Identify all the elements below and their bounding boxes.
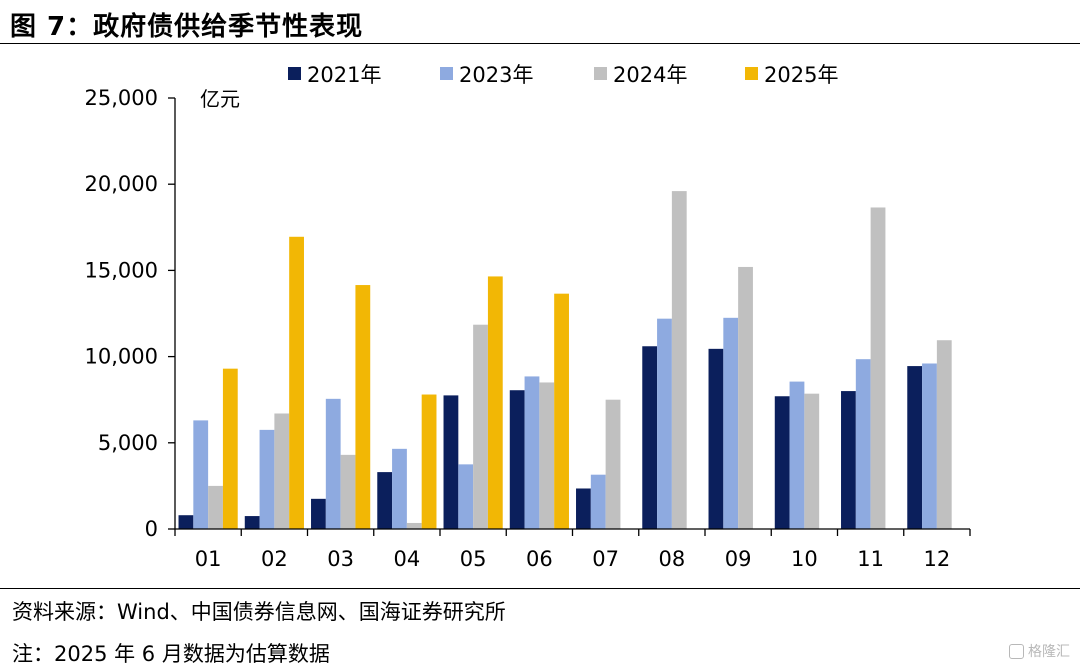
bar-series-0 — [178, 346, 923, 529]
watermark-text: 格隆汇 — [1028, 644, 1070, 660]
y-axis: 0 5,000 10,000 15,000 20,000 25,000 — [85, 86, 176, 541]
bar — [244, 516, 260, 529]
bar-series-3 — [222, 236, 569, 530]
x-tick-label: 10 — [791, 547, 818, 571]
y-tick-label: 5,000 — [98, 431, 158, 455]
bar — [222, 368, 238, 529]
top-divider — [0, 43, 1080, 44]
bar — [539, 382, 555, 529]
bar — [274, 413, 290, 529]
y-tick-label: 15,000 — [85, 258, 158, 282]
bottom-divider — [0, 588, 1080, 589]
bar — [708, 348, 724, 529]
x-tick-label: 07 — [592, 547, 619, 571]
watermark: 格隆汇 — [1009, 641, 1070, 661]
legend-label: 2024年 — [613, 63, 687, 87]
bar — [392, 448, 407, 529]
bar — [657, 318, 672, 529]
legend-swatch — [288, 67, 301, 80]
bar — [406, 522, 422, 529]
bar-chart: 2021年 2023年 2024年 2025年 亿元 0 5,000 10,000 15,0… — [85, 63, 971, 571]
y-tick-label: 0 — [145, 517, 158, 541]
watermark-logo-icon — [1009, 643, 1024, 659]
bar — [870, 207, 886, 529]
bar — [178, 515, 194, 529]
bar — [922, 363, 937, 529]
bar — [789, 381, 805, 529]
y-tick-label: 25,000 — [85, 86, 158, 110]
bar — [738, 266, 753, 529]
bar — [355, 285, 371, 529]
footnote: 注：2025 年 6 月数据为估算数据 — [12, 642, 330, 666]
bar — [671, 191, 687, 529]
bar — [642, 346, 658, 529]
legend-label: 2025年 — [764, 63, 838, 87]
bar — [377, 472, 393, 529]
bar — [855, 359, 871, 529]
bar — [421, 394, 437, 529]
bar-series-1 — [193, 317, 937, 529]
bar — [509, 390, 525, 529]
legend-swatch — [440, 67, 453, 80]
bar — [259, 429, 275, 529]
bar — [487, 276, 503, 529]
x-tick-label: 05 — [460, 547, 487, 571]
bar — [524, 376, 540, 529]
x-tick-label: 01 — [195, 547, 222, 571]
bar — [576, 488, 591, 529]
x-tick-label: 04 — [394, 547, 421, 571]
bar — [193, 420, 209, 529]
bar — [311, 498, 326, 529]
y-tick-label: 10,000 — [85, 345, 158, 369]
legend-label: 2021年 — [307, 63, 381, 87]
bar — [554, 293, 569, 529]
bar-series-2 — [208, 191, 952, 529]
bar — [325, 398, 341, 529]
bar — [723, 317, 739, 529]
bar — [289, 236, 304, 530]
bar — [208, 485, 223, 529]
x-tick-label: 11 — [857, 547, 884, 571]
bar — [458, 464, 474, 529]
legend-label: 2023年 — [459, 63, 533, 87]
chart-legend: 2021年 2023年 2024年 2025年 — [288, 63, 838, 87]
x-tick-label: 03 — [327, 547, 354, 571]
source-note: 资料来源：Wind、中国债券信息网、国海证券研究所 — [12, 600, 506, 624]
bar — [590, 474, 606, 529]
x-tick-label: 09 — [725, 547, 752, 571]
x-axis: 01 02 03 04 05 06 07 08 09 10 11 12 — [174, 528, 971, 571]
bar — [804, 393, 820, 529]
y-tick-label: 20,000 — [85, 172, 158, 196]
bar — [841, 391, 856, 529]
figure-title: 图 7：政府债供给季节性表现 — [10, 12, 364, 42]
legend-swatch — [745, 67, 758, 80]
bar — [605, 399, 621, 529]
legend-swatch — [594, 67, 607, 80]
x-tick-label: 06 — [526, 547, 553, 571]
x-tick-label: 08 — [659, 547, 686, 571]
y-axis-unit-label: 亿元 — [200, 87, 240, 111]
bar-series-group — [178, 191, 952, 530]
x-tick-label: 02 — [261, 547, 288, 571]
bar — [473, 324, 488, 529]
bar — [936, 340, 952, 529]
x-tick-label: 12 — [924, 547, 951, 571]
bar — [340, 454, 356, 529]
bar — [774, 396, 790, 529]
bar — [443, 395, 459, 529]
bar — [907, 366, 923, 529]
